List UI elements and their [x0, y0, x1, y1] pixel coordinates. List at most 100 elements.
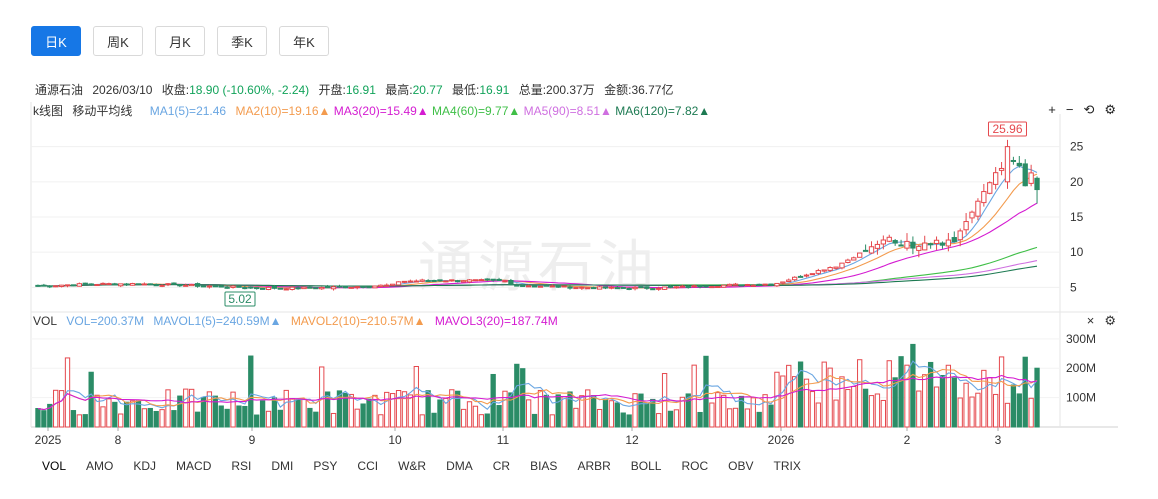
volume-bar: [153, 410, 159, 428]
indicator-tab-kdj[interactable]: KDJ: [133, 459, 157, 473]
x-tick-label: 2025: [35, 433, 62, 447]
period-month-button[interactable]: 月K: [155, 26, 205, 56]
indicator-tab-amo[interactable]: AMO: [86, 459, 114, 473]
volume-bar: [602, 399, 609, 428]
candle-body: [194, 283, 201, 287]
volume-bar: [265, 410, 272, 428]
x-tick-label: 2026: [768, 433, 795, 447]
volume-bar: [1028, 397, 1034, 428]
volume-bar: [993, 393, 999, 428]
volume-bar: [460, 408, 467, 428]
candle-body: [455, 280, 461, 283]
candle-body: [189, 283, 195, 287]
x-tick-label: 3: [995, 433, 1002, 447]
candle-body: [200, 285, 207, 288]
max-marker-label: 25.96: [992, 122, 1022, 136]
volume-bar: [851, 385, 857, 428]
volume-settings-icon[interactable]: ⚙: [1104, 313, 1116, 328]
candle-body: [466, 279, 473, 283]
indicator-tab-vol[interactable]: VOL: [42, 459, 67, 473]
volume-bar: [886, 360, 892, 428]
candle-body: [975, 200, 981, 217]
candle-body: [271, 285, 278, 289]
volume-bar: [478, 414, 484, 428]
reset-icon[interactable]: ⟲: [1083, 102, 1095, 117]
candle-body: [141, 283, 148, 286]
candle-body: [969, 211, 975, 219]
candle-body: [993, 172, 999, 185]
candle-body: [963, 221, 969, 231]
indicator-tab-roc[interactable]: ROC: [681, 459, 709, 473]
volume-bar: [360, 403, 366, 428]
volume-bar: [874, 393, 881, 428]
volume-bar: [324, 391, 331, 428]
volume-bar: [378, 414, 384, 428]
volume-bar: [998, 356, 1005, 428]
low-price: 最低:16.91: [451, 83, 510, 97]
ma-type-label: 移动平均线: [72, 104, 133, 118]
candle-body: [780, 281, 786, 284]
price-tick-label: 15: [1070, 210, 1084, 224]
candle-body: [336, 285, 343, 288]
settings-icon[interactable]: ⚙: [1104, 102, 1116, 117]
candle-body: [64, 284, 71, 287]
candle-body: [82, 282, 88, 285]
volume-bar: [212, 395, 218, 428]
indicator-tab-arbr[interactable]: ARBR: [577, 459, 611, 473]
volume-bar: [224, 408, 230, 428]
stock-date: 2026/03/10: [92, 83, 153, 97]
candle-body: [330, 286, 337, 290]
period-week-button[interactable]: 周K: [93, 26, 143, 56]
period-day-button[interactable]: 日K: [31, 26, 81, 56]
period-year-button[interactable]: 年K: [279, 26, 329, 56]
indicator-tab-boll[interactable]: BOLL: [630, 459, 662, 473]
candle-body: [697, 285, 703, 288]
candle-body: [112, 283, 118, 286]
candle-body: [833, 266, 839, 269]
total-volume: 总量:200.37万: [518, 83, 595, 97]
volume-bar: [112, 401, 118, 428]
price-tick-label: 5: [1070, 280, 1077, 294]
zoom-out-icon[interactable]: −: [1065, 102, 1074, 117]
candle-body: [537, 285, 544, 288]
volume-bar: [53, 389, 59, 428]
indicator-tab-cci[interactable]: CCI: [357, 459, 379, 473]
volume-bar: [289, 398, 295, 428]
price-tick-label: 25: [1070, 140, 1084, 154]
indicator-tab-cr[interactable]: CR: [492, 459, 511, 473]
candle-body: [803, 274, 810, 277]
volume-bar: [177, 395, 183, 428]
volume-bar: [76, 414, 82, 428]
candle-body: [786, 279, 792, 283]
volume-bar: [242, 405, 248, 428]
volume-bar: [1034, 367, 1040, 428]
x-tick-label: 8: [115, 433, 122, 447]
indicator-tab-trix[interactable]: TRIX: [773, 459, 801, 473]
indicator-tab-psy[interactable]: PSY: [313, 459, 338, 473]
volume-bar: [64, 357, 71, 428]
candle-body: [644, 286, 650, 289]
volume-bar: [283, 389, 289, 428]
volume-bar: [508, 392, 514, 428]
indicator-tab-rsi[interactable]: RSI: [231, 459, 252, 473]
zoom-in-icon[interactable]: +: [1048, 102, 1056, 117]
kline-label: k线图: [33, 104, 64, 118]
volume-bar: [259, 400, 266, 428]
indicator-tab-obv[interactable]: OBV: [728, 459, 754, 473]
candle-body: [981, 191, 987, 204]
candle-body: [283, 288, 289, 291]
indicator-tab-wr[interactable]: W&R: [398, 459, 427, 473]
indicator-tab-dmi[interactable]: DMI: [271, 459, 294, 473]
indicator-tab-bias[interactable]: BIAS: [530, 459, 558, 473]
volume-bar: [520, 368, 526, 428]
period-quarter-button[interactable]: 季K: [217, 26, 267, 56]
close-icon[interactable]: ×: [1086, 313, 1095, 328]
indicator-tab-macd[interactable]: MACD: [176, 459, 212, 473]
candle-body: [827, 267, 833, 271]
volume-bar: [744, 408, 751, 428]
indicator-tab-dma[interactable]: DMA: [446, 459, 473, 473]
volume-bar: [857, 359, 863, 428]
volume-bar: [295, 398, 301, 428]
volume-bar: [916, 390, 922, 428]
